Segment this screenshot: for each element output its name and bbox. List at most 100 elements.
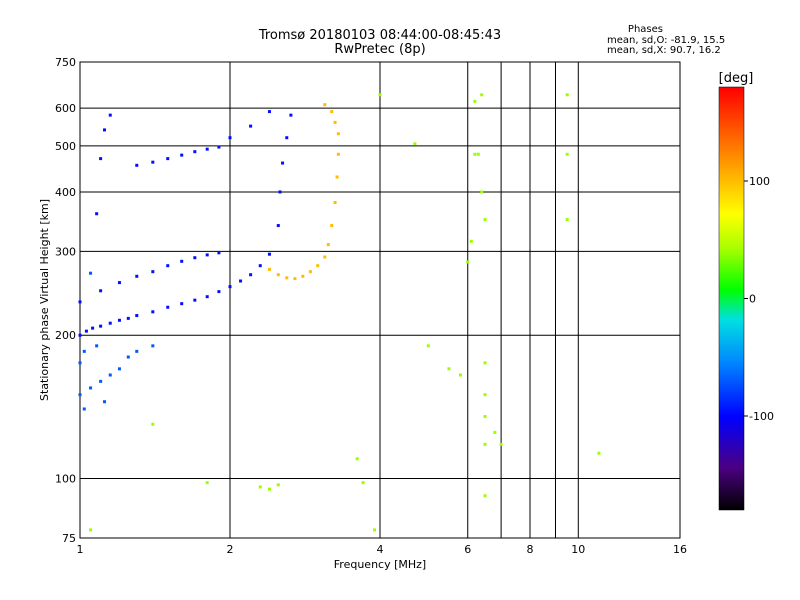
data-point <box>476 152 480 156</box>
data-point <box>78 300 82 304</box>
data-point <box>95 212 99 216</box>
data-point <box>267 267 271 271</box>
plot-area: 1 2 4 6 8 10 16 75 100 200 300 400 500 600 750 <box>55 56 687 556</box>
data-point <box>597 451 601 455</box>
colorbar-tick-label: -100 <box>749 410 774 423</box>
data-point <box>333 120 337 124</box>
data-point <box>193 150 197 154</box>
x-tick-label: 2 <box>227 543 234 556</box>
x-tick-label: 10 <box>571 543 585 556</box>
data-point <box>135 163 139 167</box>
data-point <box>483 442 487 446</box>
y-tick-label: 200 <box>55 329 76 342</box>
data-point <box>205 295 209 299</box>
data-point <box>205 147 209 151</box>
data-point <box>78 393 82 397</box>
data-point <box>205 253 209 257</box>
data-point <box>426 344 430 348</box>
data-point <box>135 349 139 353</box>
data-point <box>95 344 99 348</box>
data-point <box>126 316 130 320</box>
data-point <box>483 393 487 397</box>
data-point <box>84 329 88 333</box>
data-point <box>89 386 93 390</box>
y-tick-label: 75 <box>62 532 76 545</box>
chart-title: Tromsø 20180103 08:44:00-08:45:43 <box>258 28 501 43</box>
data-point <box>326 243 330 247</box>
data-point <box>180 259 184 263</box>
data-point <box>483 494 487 498</box>
data-point <box>108 321 112 325</box>
data-point <box>217 251 221 255</box>
data-point <box>565 218 569 222</box>
data-point <box>89 271 93 275</box>
colorbar-tick-label: 0 <box>749 293 756 306</box>
phase-info-x: mean, sd,X: 90.7, 16.2 <box>607 45 721 56</box>
data-point <box>285 276 289 280</box>
data-point <box>135 274 139 278</box>
data-point <box>217 145 221 149</box>
data-point <box>151 310 155 314</box>
x-tick-label: 8 <box>527 543 534 556</box>
data-point <box>166 264 170 268</box>
data-point <box>289 113 293 117</box>
phase-info-heading: Phases <box>628 24 663 35</box>
data-point <box>108 113 112 117</box>
data-point <box>193 256 197 260</box>
y-tick-label: 500 <box>55 140 76 153</box>
data-point <box>335 175 339 179</box>
data-point <box>458 373 462 377</box>
colorbar-label: [deg] <box>719 71 754 86</box>
data-point <box>217 290 221 294</box>
data-point <box>378 93 382 97</box>
data-point <box>276 483 280 487</box>
gridlines <box>80 62 680 538</box>
data-point <box>258 485 262 489</box>
data-point <box>239 279 243 283</box>
x-axis-label: Frequency [MHz] <box>334 558 426 571</box>
data-point <box>565 93 569 97</box>
data-point <box>151 270 155 274</box>
data-point <box>473 152 477 156</box>
data-point <box>89 528 93 532</box>
data-point <box>82 349 86 353</box>
data-point <box>480 93 484 97</box>
data-point <box>151 422 155 426</box>
y-tick-label: 750 <box>55 56 76 69</box>
data-points <box>78 93 601 532</box>
data-point <box>193 298 197 302</box>
data-point <box>466 260 470 264</box>
data-point <box>285 136 289 140</box>
data-point <box>565 152 569 156</box>
data-point <box>281 161 285 165</box>
data-point <box>301 274 305 278</box>
data-point <box>99 324 103 328</box>
data-point <box>413 142 417 146</box>
data-point <box>205 481 209 485</box>
y-tick-labels: 75 100 200 300 400 500 600 750 <box>55 56 76 545</box>
data-point <box>480 190 484 194</box>
data-point <box>483 218 487 222</box>
x-tick-label: 6 <box>464 543 471 556</box>
data-point <box>330 110 334 114</box>
data-point <box>267 487 271 491</box>
data-point <box>99 157 103 161</box>
data-point <box>117 318 121 322</box>
data-point <box>151 160 155 164</box>
data-point <box>103 400 107 404</box>
data-point <box>267 110 271 114</box>
data-point <box>249 273 253 277</box>
data-point <box>473 99 477 103</box>
data-point <box>483 361 487 365</box>
data-point <box>99 289 103 293</box>
y-tick-label: 400 <box>55 186 76 199</box>
y-tick-label: 600 <box>55 102 76 115</box>
data-point <box>180 302 184 306</box>
data-point <box>108 373 112 377</box>
data-point <box>78 333 82 337</box>
x-tick-labels: 1 2 4 6 8 10 16 <box>77 543 688 556</box>
data-point <box>276 224 280 228</box>
data-point <box>228 136 232 140</box>
data-point <box>267 252 271 256</box>
